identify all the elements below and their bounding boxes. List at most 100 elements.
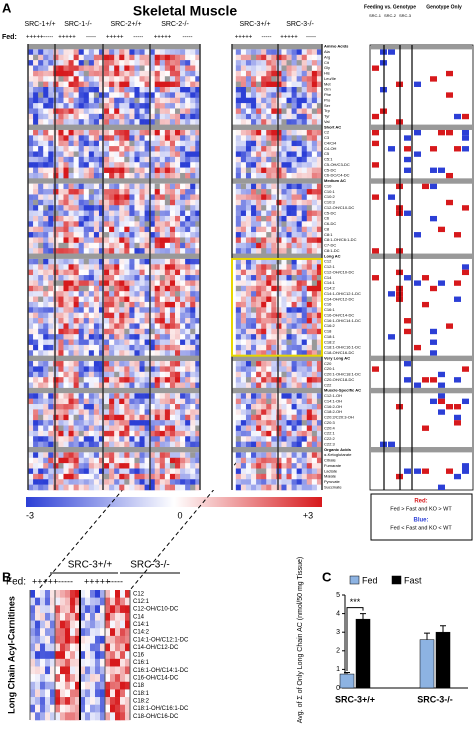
side-cell (414, 344, 421, 351)
heatmap-cell (98, 452, 105, 459)
heatmap-cell (129, 436, 135, 442)
heatmap-cell (115, 628, 121, 637)
heatmap-cell (144, 70, 150, 77)
heatmap-cell (306, 172, 313, 179)
heatmap-cell (144, 172, 150, 179)
heatmap-cell (119, 382, 125, 389)
heatmap-cell (164, 291, 171, 297)
heatmap-cell (281, 409, 287, 416)
heatmap-cell (93, 361, 100, 367)
heatmap-cell (98, 307, 105, 313)
heatmap-cell (154, 350, 161, 356)
heatmap-cell (134, 344, 140, 351)
heatmap-cell (78, 318, 85, 324)
heatmap-cell (311, 430, 318, 437)
heatmap-cell (104, 328, 110, 335)
heatmap-cell (286, 113, 292, 120)
heatmap-cell (276, 76, 282, 82)
heatmap-cell (164, 215, 171, 222)
heatmap-cell (90, 689, 96, 698)
colorbar-label: 0 (177, 510, 182, 520)
heatmap-cell (43, 312, 49, 319)
heatmap-cell (35, 712, 41, 721)
heatmap-cell (164, 162, 171, 168)
fed-label: Fed: (2, 34, 17, 41)
heatmap-cell (190, 409, 196, 416)
heatmap-cell (124, 430, 130, 437)
heatmap-cell (53, 248, 59, 254)
heatmap-cell (281, 199, 287, 206)
heatmap-cell (245, 404, 252, 410)
heatmap-cell (48, 264, 54, 270)
heatmap-cell (256, 54, 262, 61)
heatmap-cell (164, 49, 171, 56)
heatmap-cell (195, 92, 201, 99)
heatmap-cell (271, 210, 277, 217)
heatmap-cell (149, 162, 156, 168)
heatmap-cell (251, 151, 257, 158)
heatmap-cell (175, 280, 181, 287)
heatmap-cell (43, 215, 49, 222)
heatmap-cell (169, 232, 176, 238)
heatmap-cell (78, 140, 85, 147)
heatmap-cell (144, 194, 150, 201)
heatmap-cell (98, 350, 105, 356)
heatmap-cell (169, 420, 176, 426)
side-cell (372, 248, 379, 254)
heatmap-cell (124, 291, 130, 297)
heatmap-cell (100, 590, 106, 598)
heatmap-cell (159, 307, 166, 313)
heatmap-cell (109, 269, 115, 276)
heatmap-cell (261, 484, 267, 491)
heatmap-cell (48, 140, 54, 147)
heatmap-cell (164, 473, 171, 480)
heatmap-cell (301, 280, 308, 287)
heatmap-cell (291, 242, 297, 249)
heatmap-cell (129, 81, 135, 88)
heatmap-cell (83, 226, 90, 233)
heatmap-cell (169, 248, 176, 254)
heatmap-cell (306, 232, 313, 238)
heatmap-cell (195, 280, 201, 287)
heatmap-cell (286, 103, 292, 109)
heatmap-cell (281, 167, 287, 174)
heatmap-cell (301, 350, 308, 356)
heatmap-cell (63, 156, 69, 163)
heatmap-cell (180, 70, 186, 77)
heatmap-cell (134, 54, 140, 61)
heatmap-cell (296, 183, 303, 190)
heatmap-cell (180, 285, 186, 292)
heatmap-cell (43, 103, 49, 109)
heatmap-cell (119, 135, 125, 142)
heatmap-cell (286, 275, 292, 281)
heatmap-cell (53, 194, 59, 201)
heatmap-cell (169, 162, 176, 168)
heatmap-cell (306, 113, 313, 120)
heatmap-cell (139, 86, 145, 93)
row-label: C14:1-OH/C12:1-DC (324, 291, 361, 296)
heatmap-cell (261, 414, 267, 421)
heatmap-cell (301, 205, 308, 211)
heatmap-cell (40, 674, 46, 683)
heatmap-cell (48, 194, 54, 201)
heatmap-cell (169, 425, 176, 432)
heatmap-cell (53, 452, 59, 459)
heatmap-cell (98, 129, 105, 136)
side-cell (388, 194, 395, 200)
side-cell (414, 468, 421, 474)
heatmap-cell (73, 366, 79, 373)
heatmap-cell (245, 436, 252, 442)
heatmap-cell (98, 457, 105, 464)
heatmap-cell (159, 339, 166, 346)
heatmap-cell (190, 414, 196, 421)
heatmap-cell (104, 119, 110, 125)
row-label: Leu/Ile (324, 76, 337, 81)
row-label: C14:1-OH (324, 398, 342, 403)
heatmap-cell (28, 156, 34, 163)
heatmap-cell (306, 323, 313, 330)
heatmap-cell (271, 280, 277, 287)
heatmap-cell (50, 620, 56, 629)
heatmap-cell (296, 172, 303, 179)
heatmap-cell (63, 258, 69, 265)
heatmap-cell (73, 65, 79, 72)
